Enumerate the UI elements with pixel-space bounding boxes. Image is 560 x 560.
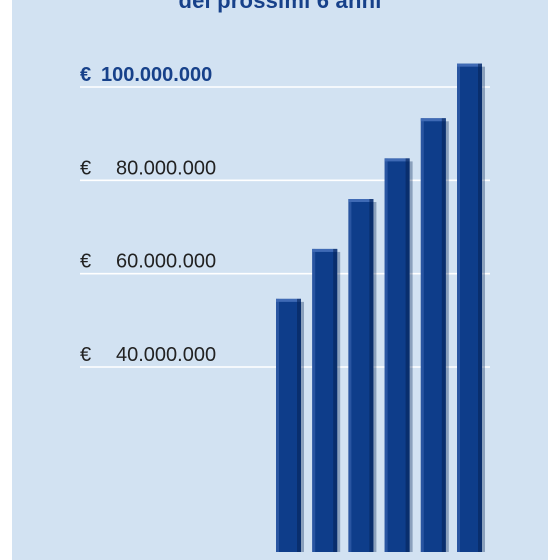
bar bbox=[457, 63, 482, 553]
bar-edge bbox=[297, 298, 301, 552]
chart-title: dei prossimi 6 anni bbox=[178, 0, 382, 13]
bar-highlight bbox=[312, 248, 316, 552]
bar bbox=[312, 248, 338, 552]
bar-highlight bbox=[312, 248, 338, 252]
bar-highlight bbox=[457, 63, 482, 67]
bar bbox=[276, 298, 301, 552]
y-tick-label: 100.000.000 bbox=[101, 64, 212, 86]
bar-edge bbox=[405, 158, 410, 552]
bar-highlight bbox=[384, 158, 410, 162]
bar bbox=[348, 199, 374, 552]
y-tick-label: 80.000.000 bbox=[116, 157, 216, 179]
bar-highlight bbox=[384, 158, 388, 552]
bar-highlight bbox=[420, 118, 424, 553]
y-tick-currency: € bbox=[80, 251, 91, 273]
bar-highlight bbox=[457, 63, 460, 553]
bar-highlight bbox=[276, 298, 301, 302]
y-tick-label: 40.000.000 bbox=[116, 344, 216, 366]
y-tick-label: 60.000.000 bbox=[116, 251, 216, 273]
y-tick-currency: € bbox=[80, 157, 91, 179]
bar-highlight bbox=[348, 199, 352, 552]
bar bbox=[420, 118, 446, 553]
y-tick-currency: € bbox=[80, 64, 91, 86]
bar-edge bbox=[478, 63, 482, 553]
bar-edge bbox=[369, 199, 374, 552]
bar-edge bbox=[441, 118, 446, 553]
bar-highlight bbox=[348, 199, 374, 202]
bar-highlight bbox=[276, 298, 279, 552]
bar bbox=[384, 158, 410, 552]
bar-edge bbox=[333, 248, 338, 552]
bar-highlight bbox=[420, 118, 446, 122]
y-tick-currency: € bbox=[80, 344, 91, 366]
